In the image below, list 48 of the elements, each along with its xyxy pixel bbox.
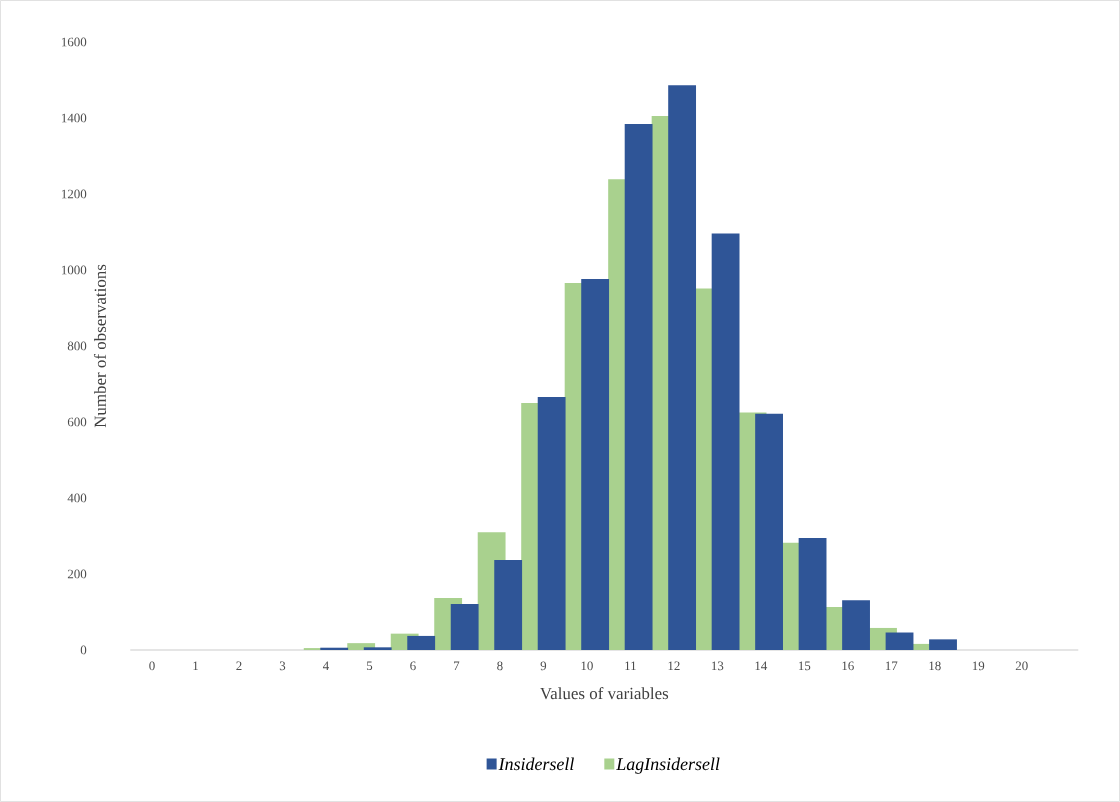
- x-tick-label: 0: [149, 661, 155, 671]
- x-tick-label: 9: [540, 661, 547, 671]
- y-tick-label: 1200: [61, 189, 87, 199]
- y-tick-label: 600: [67, 417, 87, 427]
- bar: [624, 124, 653, 650]
- x-tick-label: 13: [712, 661, 724, 671]
- x-tick-label: 1: [193, 661, 198, 671]
- x-tick-label: 16: [842, 661, 854, 671]
- x-tick-label: 17: [885, 661, 898, 671]
- bar: [842, 600, 870, 650]
- bar: [581, 279, 610, 650]
- y-tick-label: 200: [67, 569, 87, 579]
- x-axis-title: Values of variables: [540, 687, 669, 700]
- bar: [885, 632, 914, 650]
- x-tick-label: 20: [1015, 661, 1028, 671]
- legend-label: Insidersell: [498, 757, 574, 771]
- bar: [407, 635, 436, 650]
- legend-label: LagInsidersell: [616, 757, 720, 774]
- bar: [798, 537, 827, 650]
- x-tick-label: 2: [236, 661, 242, 671]
- y-tick-label: 800: [67, 341, 87, 351]
- x-tick-label: 3: [279, 661, 286, 671]
- x-tick-label: 11: [625, 661, 636, 671]
- y-tick-label: 1000: [61, 265, 87, 275]
- x-tick-label: 12: [668, 661, 680, 671]
- y-tick-label: 1600: [61, 37, 87, 47]
- x-tick-label: 10: [581, 661, 593, 671]
- x-tick-label: 15: [798, 661, 811, 671]
- x-tick-label: 14: [755, 661, 768, 671]
- y-tick-label: 400: [67, 493, 87, 503]
- x-tick-label: 18: [929, 661, 941, 671]
- y-tick-label: 0: [80, 645, 87, 655]
- x-tick-label: 7: [454, 661, 460, 670]
- bar: [711, 233, 740, 650]
- x-tick-label: 19: [972, 661, 985, 671]
- x-tick-label: 8: [497, 661, 503, 671]
- bar: [537, 396, 566, 650]
- bar: [494, 559, 523, 650]
- x-tick-label: 6: [410, 661, 416, 671]
- bar: [929, 639, 957, 650]
- bar: [755, 413, 783, 650]
- x-tick-label: 5: [366, 661, 373, 671]
- x-tick-label: 4: [322, 661, 329, 671]
- bar: [450, 604, 479, 650]
- bar: [363, 647, 392, 650]
- bar: [668, 85, 697, 650]
- y-tick-label: 1400: [61, 113, 87, 123]
- y-axis-title: Number of observations: [93, 264, 107, 428]
